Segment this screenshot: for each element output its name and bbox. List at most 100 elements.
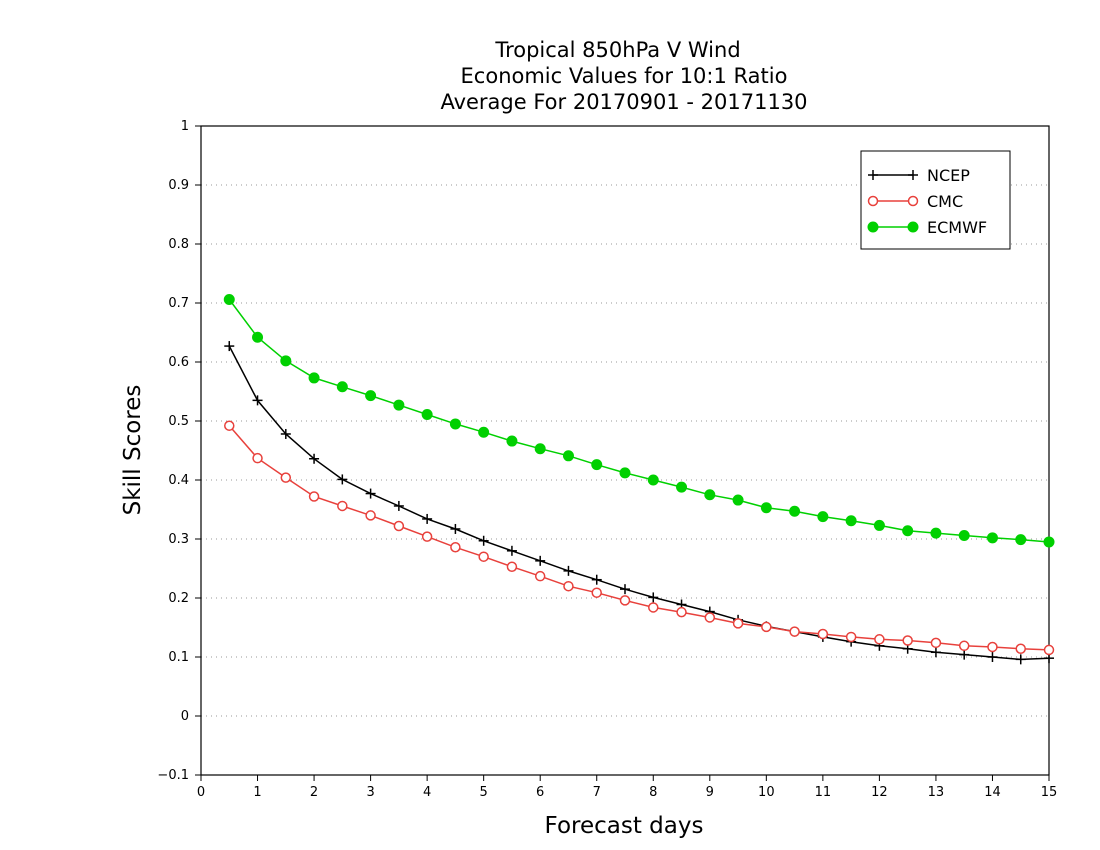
data-point-ecmwf	[902, 525, 914, 537]
data-point-ecmwf	[789, 505, 801, 517]
y-tick-label: 0	[181, 709, 189, 724]
legend-label-ncep: NCEP	[927, 166, 970, 185]
data-point-ncep	[422, 513, 433, 524]
x-tick-label: 2	[310, 785, 318, 800]
data-point-cmc	[1043, 644, 1055, 656]
data-point-ecmwf	[562, 450, 574, 462]
x-tick-label: 6	[536, 785, 544, 800]
y-tick-label: 0.1	[168, 650, 189, 665]
legend-label-ecmwf: ECMWF	[927, 218, 987, 237]
data-point-cmc	[591, 587, 602, 598]
data-point-ncep	[450, 523, 461, 534]
data-point-ecmwf	[1015, 534, 1027, 546]
data-point-cmc	[789, 626, 800, 637]
plot-frame	[200, 125, 1050, 776]
data-point-ecmwf	[421, 409, 433, 421]
y-tick-label: 0.2	[168, 591, 189, 606]
x-axis-label: Forecast days	[545, 813, 704, 839]
data-point-ncep	[1015, 654, 1026, 665]
axis-ticks: −0.100.10.20.30.40.50.60.70.80.910 1 2 3 4 5 6…	[157, 119, 1057, 800]
data-point-ecmwf	[845, 515, 857, 527]
data-point-ncep	[309, 453, 320, 464]
x-tick-label: 3	[366, 785, 374, 800]
data-point-cmc	[817, 628, 829, 640]
x-tick-label: 0	[197, 785, 205, 800]
x-tick-label: 5	[480, 785, 488, 800]
x-tick-label: 15	[1041, 785, 1058, 800]
x-tick-label: 9	[706, 785, 714, 800]
data-point-cmc	[252, 452, 263, 464]
data-point-ecmwf	[365, 390, 377, 402]
x-tick-label: 14	[984, 785, 1001, 800]
data-point-ncep	[987, 652, 998, 662]
chart-title-line-2: Economic Values for 10:1 Ratio	[461, 64, 788, 88]
data-point-ncep	[506, 545, 517, 556]
data-point-ecmwf	[930, 527, 942, 539]
data-point-ecmwf	[873, 519, 885, 531]
legend-marker-cmc	[907, 195, 919, 207]
y-tick-label: 0.8	[168, 237, 189, 252]
data-point-ecmwf	[591, 459, 603, 471]
data-point-ncep	[224, 341, 235, 352]
legend-marker-cmc	[867, 195, 879, 207]
data-point-cmc	[534, 570, 546, 582]
data-point-cmc	[874, 634, 885, 645]
data-point-cmc	[958, 640, 970, 652]
y-tick-label: 1	[181, 119, 189, 134]
data-point-ecmwf	[732, 494, 744, 506]
series-ecmwf	[223, 293, 1055, 548]
data-point-ncep	[280, 428, 291, 439]
legend-marker-ncep	[908, 170, 918, 180]
chart-title-line-3: Average For 20170901 - 20171130	[440, 90, 807, 114]
data-point-ecmwf	[252, 331, 264, 343]
data-point-cmc	[506, 561, 518, 572]
data-point-ecmwf	[704, 489, 716, 501]
x-tick-label: 1	[253, 785, 261, 800]
x-tick-label: 10	[758, 785, 775, 800]
legend-marks	[867, 170, 919, 233]
data-point-ncep	[252, 395, 263, 406]
data-point-cmc	[619, 595, 631, 606]
data-point-ncep	[648, 592, 659, 603]
data-point-ncep	[535, 555, 546, 566]
data-point-cmc	[478, 551, 489, 562]
data-point-cmc	[987, 641, 998, 653]
data-point-ecmwf	[817, 511, 829, 523]
data-point-ncep	[959, 649, 970, 660]
data-point-ecmwf	[676, 481, 688, 493]
data-point-cmc	[365, 510, 376, 521]
data-point-cmc	[930, 637, 942, 649]
data-point-ecmwf	[449, 418, 461, 430]
data-point-ecmwf	[760, 502, 772, 514]
data-point-ncep	[337, 474, 348, 485]
y-tick-label: 0.4	[168, 473, 189, 488]
data-point-cmc	[337, 500, 348, 512]
y-tick-label: −0.1	[157, 768, 189, 783]
data-point-cmc	[393, 520, 405, 532]
data-point-cmc	[563, 580, 574, 592]
data-point-ecmwf	[986, 532, 998, 544]
legend-marker-ecmwf	[907, 221, 919, 233]
y-tick-label: 0.3	[168, 532, 189, 547]
data-point-ecmwf	[958, 529, 970, 541]
data-point-ncep	[591, 574, 602, 585]
data-point-ncep	[393, 500, 404, 511]
y-tick-label: 0.9	[168, 178, 189, 193]
data-point-cmc	[732, 618, 744, 629]
data-point-cmc	[676, 606, 687, 618]
data-point-ecmwf	[619, 467, 631, 479]
data-point-ecmwf	[223, 293, 235, 305]
data-point-ecmwf	[478, 426, 490, 438]
data-point-ecmwf	[308, 372, 320, 384]
y-tick-label: 0.7	[168, 296, 189, 311]
series-layer	[223, 293, 1055, 665]
data-point-cmc	[845, 631, 857, 643]
data-point-ecmwf	[336, 381, 348, 393]
data-point-cmc	[902, 635, 913, 646]
legend-marker-ecmwf	[867, 221, 879, 233]
data-point-ecmwf	[647, 474, 659, 486]
x-tick-label: 11	[815, 785, 832, 800]
data-point-ncep	[563, 565, 574, 576]
x-tick-label: 7	[593, 785, 601, 800]
data-point-ncep	[620, 584, 630, 595]
